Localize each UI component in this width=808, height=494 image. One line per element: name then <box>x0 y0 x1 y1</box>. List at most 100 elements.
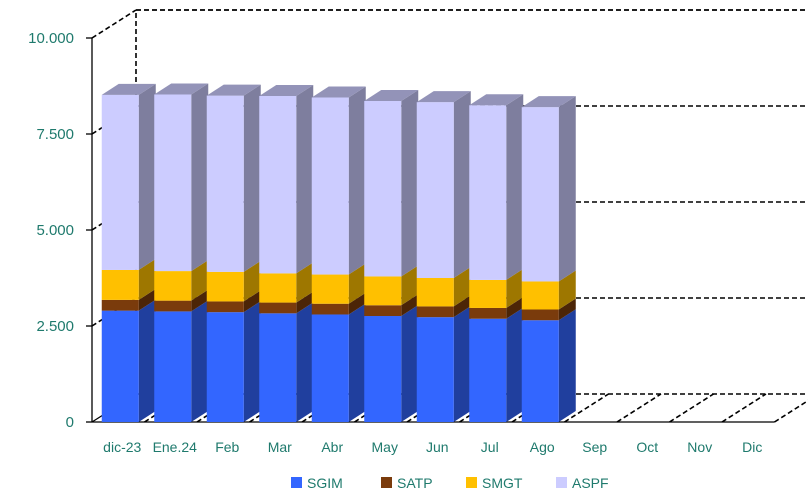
bar-segment <box>469 296 524 319</box>
bar-front <box>206 312 244 422</box>
bar-side <box>558 298 576 321</box>
bar-side <box>191 83 209 272</box>
bar-side <box>243 290 261 313</box>
x-axis-ticks: dic-23 Ene.24 Feb Mar Abr May Jun Jul Ago Sep Oct N… <box>103 439 762 455</box>
y-tick-label: 5.000 <box>36 222 74 239</box>
bar-stack <box>154 83 209 422</box>
bar-front <box>364 276 402 306</box>
bar-front <box>311 97 349 275</box>
bar-side <box>506 268 524 308</box>
bar-side <box>558 96 576 282</box>
bar-top <box>311 86 366 98</box>
bar-front <box>521 320 559 422</box>
bar-segment <box>311 86 366 275</box>
legend-item: SMGT <box>466 475 523 491</box>
bar-side <box>348 292 366 315</box>
floor-line <box>669 393 714 423</box>
bar-stack <box>259 84 314 422</box>
bar-segment <box>259 302 314 422</box>
bar-segment <box>521 96 576 282</box>
bar-side <box>401 305 419 422</box>
x-tick-label: Nov <box>687 439 712 455</box>
bar-segment <box>101 288 156 311</box>
bar-segment <box>521 270 576 310</box>
floor-line <box>774 399 808 423</box>
bar-side <box>401 89 419 277</box>
x-tick-label: Oct <box>636 439 658 455</box>
bar-side <box>401 265 419 306</box>
bar-segment <box>311 292 366 315</box>
bar-segment <box>469 307 524 422</box>
gridline-side <box>91 9 137 39</box>
legend-swatch <box>466 477 477 488</box>
bar-side <box>191 260 209 301</box>
bar-side <box>138 258 156 300</box>
legend-swatch <box>556 477 567 488</box>
bar-front <box>311 274 349 304</box>
y-tick-label: 2.500 <box>36 318 74 335</box>
bar-side <box>348 263 366 304</box>
bar-front <box>416 278 454 307</box>
bar-side <box>558 309 576 422</box>
x-tick-label: dic-23 <box>103 439 141 455</box>
bar-side <box>243 301 261 422</box>
y-tick-label: 7.500 <box>36 126 74 143</box>
bar-segment <box>416 267 471 307</box>
bar-segment <box>521 298 576 321</box>
floor-line <box>616 393 662 423</box>
legend-label: ASPF <box>572 475 609 491</box>
bar-top <box>206 84 261 96</box>
bar-side <box>506 296 524 319</box>
bar-side <box>348 86 366 275</box>
bar-segment <box>206 301 261 422</box>
x-tick-label: May <box>372 439 398 455</box>
x-tick-label: Jul <box>481 439 499 455</box>
bar-front <box>154 271 192 301</box>
bar-segment <box>416 295 471 318</box>
bar-front <box>364 316 402 422</box>
legend-label: SGIM <box>307 475 343 491</box>
bar-top <box>416 91 471 103</box>
legend-item: SATP <box>381 475 433 491</box>
bar-segment <box>101 299 156 422</box>
bar-segment <box>311 303 366 422</box>
bar-segment <box>364 305 419 422</box>
bar-top <box>154 83 209 95</box>
bar-segment <box>364 294 419 317</box>
bar-side <box>243 84 261 272</box>
bar-segment <box>521 309 576 422</box>
bar-front <box>521 107 559 282</box>
bar-stack <box>206 84 261 422</box>
bar-front <box>154 94 192 272</box>
legend-swatch <box>381 477 392 488</box>
bar-side <box>138 299 156 422</box>
legend-label: SATP <box>397 475 433 491</box>
legend: SGIM SATP SMGT ASPF <box>291 475 609 491</box>
bar-segment <box>311 263 366 304</box>
bar-segment <box>416 91 471 279</box>
bar-top <box>101 83 156 95</box>
x-tick-label: Abr <box>321 439 343 455</box>
bar-side <box>453 267 471 307</box>
bar-segment <box>154 300 209 422</box>
bar-segment <box>206 290 261 313</box>
x-tick-label: Jun <box>426 439 449 455</box>
bar-side <box>296 262 314 303</box>
bar-front <box>469 105 507 280</box>
y-tick-label: 0 <box>66 414 74 431</box>
bar-stack <box>521 96 576 422</box>
bar-stack <box>101 83 156 422</box>
bar-side <box>243 260 261 302</box>
x-tick-label: Sep <box>582 439 607 455</box>
legend-swatch <box>291 477 302 488</box>
bar-front <box>416 317 454 422</box>
bar-stack <box>311 86 366 422</box>
bar-side <box>453 295 471 318</box>
bar-front <box>154 311 192 422</box>
bar-stack <box>469 94 524 422</box>
bar-front <box>101 310 139 422</box>
bar-segment <box>259 84 314 274</box>
bar-segment <box>206 84 261 272</box>
bar-segment <box>364 265 419 306</box>
bar-segment <box>469 268 524 308</box>
